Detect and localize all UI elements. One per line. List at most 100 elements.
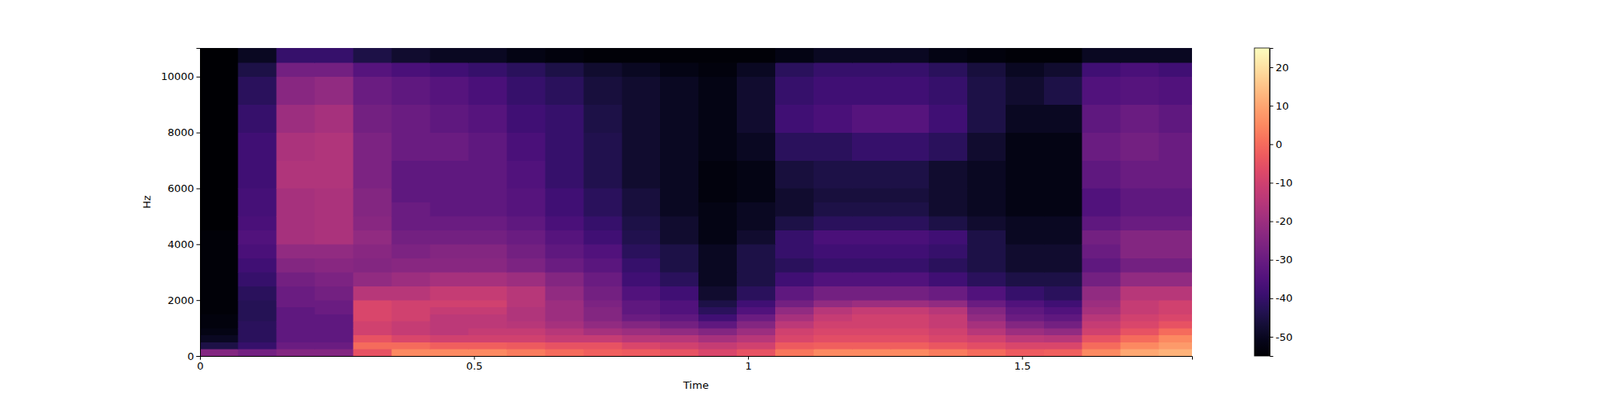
cell bbox=[1120, 286, 1160, 300]
cell bbox=[1044, 342, 1083, 350]
cell bbox=[775, 342, 814, 350]
cell bbox=[392, 258, 431, 272]
cell bbox=[852, 272, 891, 286]
cell bbox=[545, 62, 584, 76]
tick-mark bbox=[1269, 144, 1274, 145]
cell bbox=[1082, 328, 1121, 336]
cell bbox=[852, 328, 891, 336]
cell bbox=[200, 160, 239, 189]
cell bbox=[276, 188, 316, 202]
cell bbox=[890, 348, 929, 356]
cell bbox=[967, 132, 1006, 161]
cell bbox=[622, 132, 661, 161]
cell bbox=[238, 188, 277, 202]
cell bbox=[890, 314, 929, 322]
cell bbox=[1005, 188, 1044, 202]
cell bbox=[1005, 132, 1044, 161]
cell bbox=[813, 188, 852, 202]
cell bbox=[545, 300, 584, 308]
cell bbox=[967, 300, 1006, 308]
cell bbox=[315, 202, 354, 216]
cell bbox=[698, 342, 737, 350]
cell bbox=[507, 244, 546, 258]
cell bbox=[238, 132, 277, 161]
cell bbox=[1082, 272, 1121, 286]
cell bbox=[967, 272, 1006, 286]
cell bbox=[1082, 348, 1121, 356]
cell bbox=[928, 202, 968, 216]
cell bbox=[507, 335, 546, 343]
cell bbox=[276, 132, 316, 161]
cell bbox=[238, 320, 277, 328]
cell bbox=[468, 76, 508, 105]
cell bbox=[238, 328, 277, 336]
cell bbox=[468, 342, 508, 350]
cell bbox=[545, 48, 584, 63]
cell bbox=[200, 132, 239, 161]
cell bbox=[852, 216, 891, 230]
cell bbox=[545, 286, 584, 300]
cell bbox=[1005, 230, 1044, 244]
cell bbox=[736, 286, 776, 300]
cell bbox=[660, 300, 699, 308]
cell bbox=[736, 188, 776, 202]
cell bbox=[584, 188, 623, 202]
y-axis-title: Hz bbox=[140, 195, 153, 209]
cell bbox=[1044, 335, 1083, 343]
tick-label: 8000 bbox=[167, 126, 194, 139]
cell bbox=[736, 300, 776, 308]
cell bbox=[890, 286, 929, 300]
cell bbox=[238, 62, 277, 76]
cell bbox=[1120, 132, 1160, 161]
cell bbox=[545, 188, 584, 202]
cell bbox=[1120, 348, 1160, 356]
cell bbox=[584, 320, 623, 328]
cell bbox=[468, 286, 508, 300]
cell bbox=[1082, 342, 1121, 350]
cell bbox=[660, 258, 699, 272]
tick: 8000 bbox=[167, 126, 200, 139]
cell bbox=[660, 348, 699, 356]
cell bbox=[967, 62, 1006, 76]
cell bbox=[584, 307, 623, 315]
cell bbox=[813, 202, 852, 216]
cell bbox=[545, 76, 584, 105]
cell bbox=[660, 160, 699, 189]
cell bbox=[507, 216, 546, 230]
cell bbox=[660, 342, 699, 350]
cell bbox=[1159, 348, 1192, 356]
cell bbox=[315, 348, 354, 356]
cell bbox=[967, 307, 1006, 315]
tick-label: -10 bbox=[1276, 176, 1293, 189]
cell bbox=[1159, 62, 1192, 76]
tick-label: 1 bbox=[744, 360, 752, 372]
cell bbox=[622, 230, 661, 244]
cell bbox=[276, 62, 316, 76]
cell bbox=[622, 348, 661, 356]
cell bbox=[1120, 320, 1160, 328]
cell bbox=[852, 300, 891, 308]
cell bbox=[775, 286, 814, 300]
cell bbox=[660, 286, 699, 300]
cell bbox=[315, 230, 354, 244]
x-axis: 00.511.5 bbox=[196, 356, 1192, 372]
cell bbox=[507, 258, 546, 272]
cell bbox=[775, 272, 814, 286]
cell bbox=[1120, 258, 1160, 272]
tick: 0 bbox=[1269, 138, 1283, 151]
cell bbox=[200, 188, 239, 202]
cell bbox=[1005, 342, 1044, 350]
cell bbox=[736, 160, 776, 189]
cell bbox=[353, 258, 392, 272]
cell bbox=[698, 307, 737, 315]
cell bbox=[584, 258, 623, 272]
cell bbox=[890, 328, 929, 336]
cell bbox=[353, 272, 392, 286]
cell bbox=[1044, 314, 1083, 322]
cell bbox=[430, 132, 469, 161]
cell bbox=[1005, 62, 1044, 76]
tick-mark bbox=[1269, 67, 1274, 68]
cell bbox=[660, 307, 699, 315]
tick-mark bbox=[1269, 336, 1274, 338]
tick-label: -20 bbox=[1276, 215, 1293, 228]
